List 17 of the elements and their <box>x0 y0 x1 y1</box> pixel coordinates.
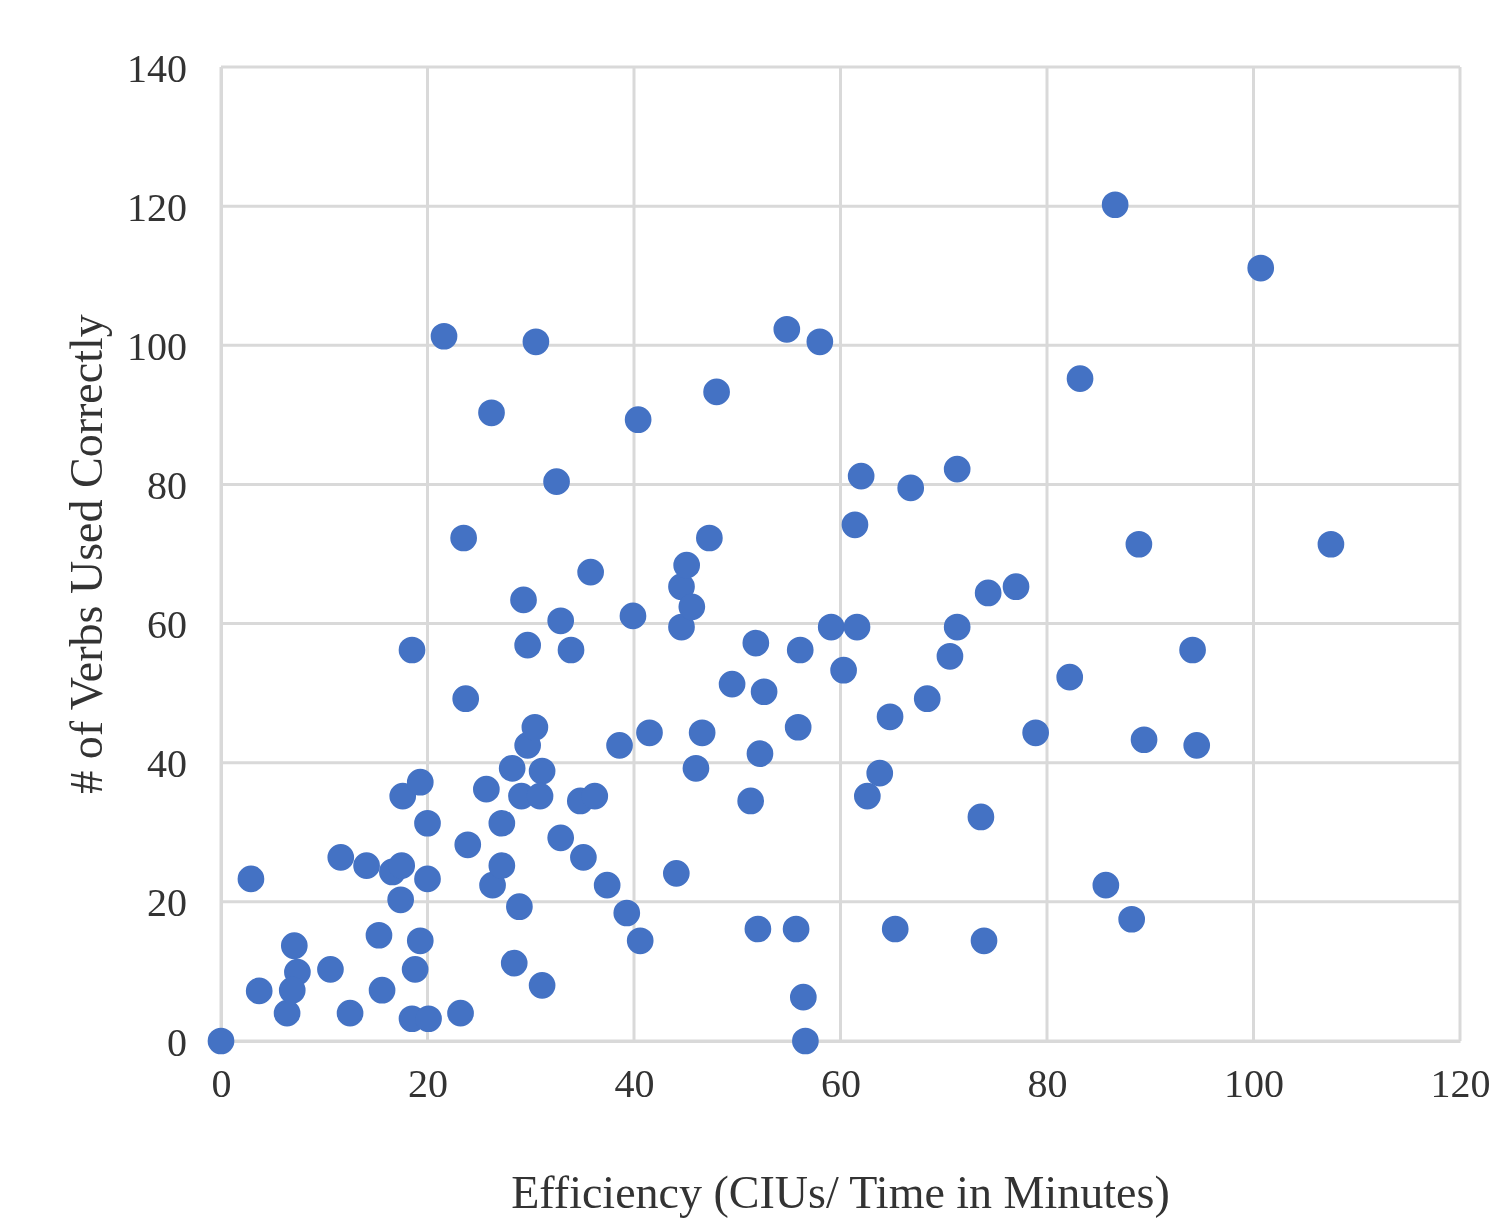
y-tick-label: 40 <box>147 741 187 787</box>
y-tick-label: 80 <box>147 462 187 508</box>
y-tick-label: 120 <box>127 184 187 230</box>
x-tick-label: 80 <box>1027 1061 1068 1107</box>
y-tick-label: 20 <box>147 880 187 926</box>
y-tick-label: 100 <box>127 323 187 369</box>
x-tick-label: 100 <box>1224 1061 1284 1107</box>
y-tick-label: 0 <box>167 1019 187 1065</box>
y-tick-label: 140 <box>127 45 187 91</box>
x-tick-label: 20 <box>408 1061 448 1107</box>
x-axis-title: Efficiency (CIUs/ Time in Minutes) <box>511 1167 1170 1218</box>
x-tick-label: 120 <box>1430 1061 1491 1107</box>
x-tick-label: 0 <box>211 1061 232 1107</box>
y-tick-label: 60 <box>147 602 187 648</box>
x-tick-label: 40 <box>614 1061 655 1107</box>
x-tick-label: 60 <box>821 1061 861 1107</box>
y-axis-title: # of Verbs Used Correctly <box>61 314 112 794</box>
